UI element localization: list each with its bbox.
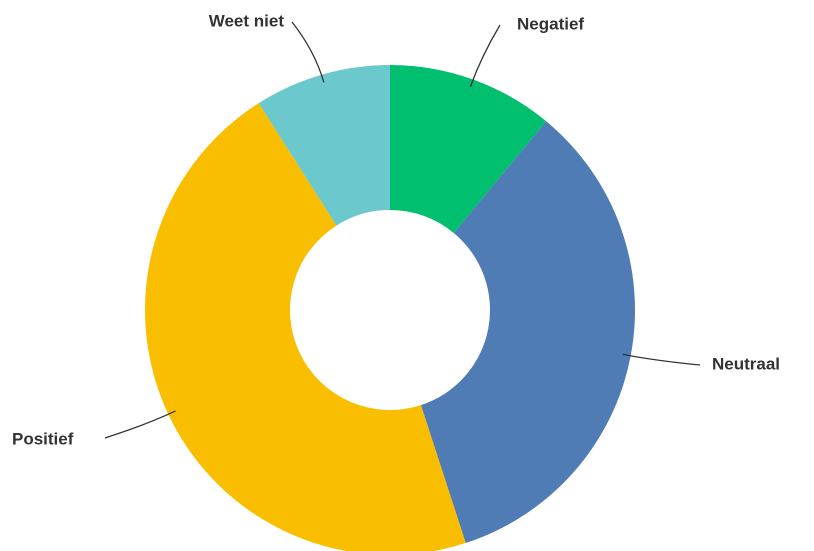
- slice-label: Weet niet: [209, 11, 285, 30]
- slice-label: Neutraal: [712, 354, 780, 373]
- slice: [390, 65, 547, 233]
- leader-line: [622, 353, 701, 366]
- slice: [145, 103, 466, 551]
- slice-label: Positief: [12, 429, 74, 448]
- slice: [258, 65, 390, 226]
- leader-line: [104, 410, 176, 439]
- leader-line: [291, 21, 325, 83]
- leader-line: [469, 24, 501, 88]
- slice-label: Negatief: [517, 14, 584, 33]
- slice: [420, 121, 635, 544]
